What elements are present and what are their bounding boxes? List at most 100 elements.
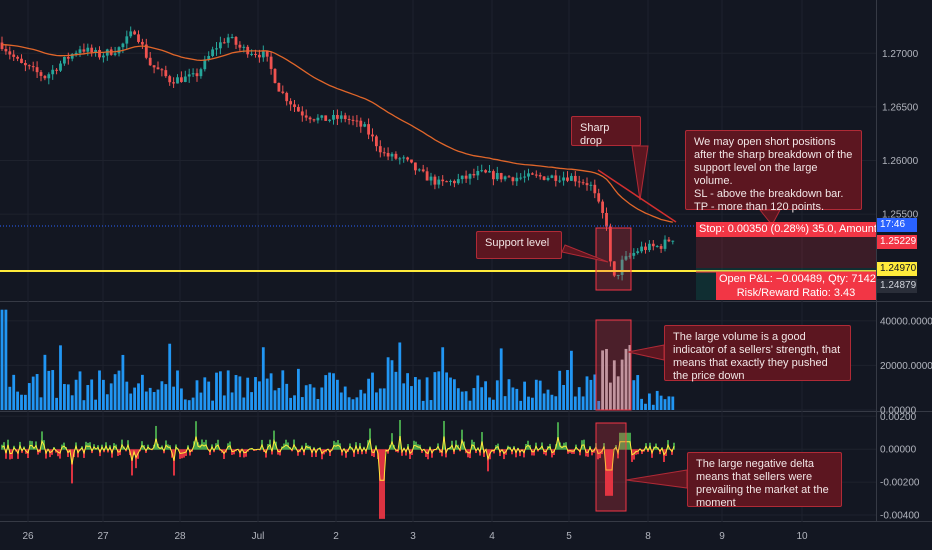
volume-bar	[117, 370, 121, 410]
support-level-note: Support level	[476, 231, 562, 259]
volume-bar	[495, 380, 499, 410]
candle-body	[464, 175, 468, 179]
volume-bar	[511, 387, 515, 410]
delta-bar	[243, 449, 245, 458]
candle-body	[78, 49, 82, 53]
candle-body	[51, 69, 55, 75]
volume-bar	[507, 379, 511, 410]
volume-bar	[445, 372, 448, 410]
candle-body	[195, 73, 199, 77]
volume-bar	[484, 381, 487, 410]
delta-bar	[271, 449, 273, 455]
volume-bar	[659, 395, 663, 410]
volume-bar	[421, 400, 425, 410]
candle-body	[164, 70, 168, 77]
candle-body	[499, 173, 503, 180]
volume-bar	[176, 370, 179, 410]
candle-body	[480, 170, 484, 172]
volume-bar	[644, 403, 647, 410]
candle-body	[343, 115, 347, 120]
time-tick-label: 4	[489, 531, 495, 542]
candle-body	[371, 134, 374, 137]
volume-bar	[371, 372, 374, 410]
candle-body	[597, 193, 601, 202]
candle-body	[601, 201, 604, 213]
volume-bar	[172, 386, 175, 410]
open-pnl-label[interactable]: Open P&L: −0.00489, Qty: 71428	[716, 272, 876, 286]
highlight-box	[595, 422, 627, 512]
candle-body	[523, 176, 526, 178]
volume-bar	[222, 395, 226, 410]
callout-pointer	[627, 344, 665, 361]
delta-bar	[469, 449, 471, 459]
volume-panel	[0, 309, 675, 410]
volume-bar	[437, 371, 441, 410]
volume-bar	[550, 394, 554, 410]
volume-bar	[632, 380, 636, 410]
candle-body	[168, 76, 172, 83]
volume-tick-label: 40000.00000	[880, 316, 932, 327]
volume-bar	[343, 386, 347, 410]
callout-pointer	[758, 209, 781, 226]
volume-bar	[4, 309, 8, 410]
candle-body	[297, 107, 300, 112]
volume-bar	[226, 370, 230, 410]
candle-body	[410, 159, 413, 163]
candle-body	[632, 252, 636, 256]
candle-body	[585, 183, 589, 186]
volume-bar	[605, 348, 608, 410]
candle-body	[191, 73, 195, 75]
candle-body	[531, 173, 534, 175]
volume-bar	[499, 348, 503, 410]
candle-body	[74, 52, 78, 55]
delta-tick-label: -0.00200	[880, 478, 920, 489]
candle-body	[612, 261, 616, 276]
candle-body	[199, 69, 203, 77]
delta-bar	[531, 449, 533, 456]
volume-bar	[285, 383, 289, 410]
stop-label[interactable]: Stop: 0.00350 (0.28%) 35.0, Amount:	[696, 222, 876, 237]
delta-bar	[621, 432, 623, 450]
delta-bar	[585, 449, 587, 457]
candle-body	[16, 56, 19, 59]
candle-body	[527, 173, 530, 177]
volume-bar	[324, 375, 328, 410]
volume-bar	[398, 342, 402, 410]
candle-body	[187, 74, 191, 77]
candle-body	[433, 176, 437, 185]
volume-bar	[616, 376, 620, 410]
candle-body	[8, 51, 12, 55]
volume-bar	[589, 379, 593, 410]
candle-body	[20, 58, 23, 63]
volume-bar	[27, 383, 31, 410]
volume-bar	[90, 379, 94, 410]
delta-bar	[545, 449, 547, 456]
volume-bar	[78, 371, 82, 410]
delta-bar	[183, 449, 185, 458]
candle-body	[258, 54, 261, 58]
volume-bar	[43, 354, 47, 410]
risk-reward-label[interactable]: Risk/Reward Ratio: 3.43	[716, 286, 876, 300]
delta-bar	[611, 449, 613, 496]
candle-body	[449, 180, 452, 182]
candle-body	[63, 56, 66, 64]
volume-bar	[363, 393, 367, 410]
candle-body	[620, 259, 624, 275]
candle-body	[320, 115, 324, 118]
volume-bar	[667, 396, 671, 410]
delta-bar	[135, 449, 137, 469]
delta-bar	[181, 449, 183, 459]
volume-bar	[261, 347, 265, 410]
volume-bar	[488, 397, 491, 410]
volume-bar	[655, 390, 659, 410]
axes: 1.27000 1.26500 1.26000 1.25500 40000.00000 2…	[22, 49, 932, 542]
volume-bar	[281, 370, 285, 410]
volume-bar	[609, 382, 612, 410]
volume-bar	[152, 392, 156, 410]
volume-bar	[562, 384, 565, 410]
candle-body	[441, 179, 445, 182]
volume-bar	[265, 378, 269, 410]
delta-bar	[117, 449, 119, 457]
candle-body	[456, 179, 460, 184]
